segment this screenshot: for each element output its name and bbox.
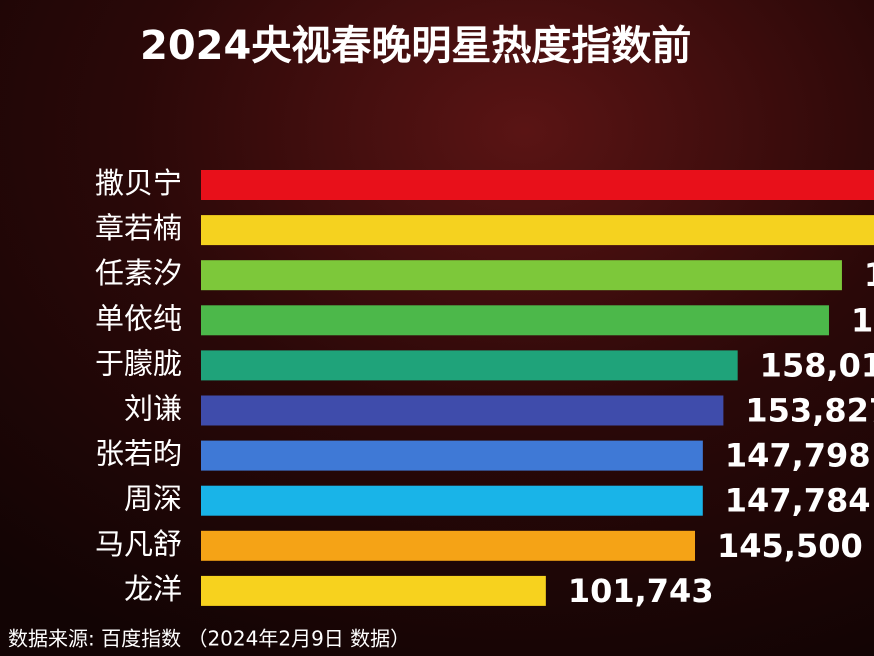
bar [201, 575, 546, 606]
bar [201, 215, 874, 246]
category-label: 撒贝宁 [95, 166, 182, 200]
bar [201, 530, 696, 561]
value-label: 147,784 [725, 482, 871, 520]
category-label: 龙洋 [124, 572, 182, 606]
bar [201, 395, 724, 426]
bar [201, 440, 703, 471]
value-label: 147,798 [725, 437, 871, 475]
bar [201, 485, 703, 516]
source-note: 数据来源: 百度指数 （2024年2月9日 数据） [8, 627, 410, 651]
value-label: 188,600 [864, 256, 874, 294]
value-label: 101,743 [568, 572, 714, 610]
value-label: 145,500 [717, 527, 863, 565]
chart-title: 2024央视春晚明星热度指数前 [140, 23, 691, 69]
bar [201, 170, 874, 200]
value-label: 153,827 [745, 392, 874, 430]
bar [201, 305, 829, 336]
bar [201, 260, 842, 291]
category-label: 章若楠 [95, 211, 182, 245]
category-label: 于朦胧 [95, 346, 182, 380]
category-label: 任素汐 [95, 256, 182, 290]
category-label: 单依纯 [95, 301, 182, 335]
category-label: 张若昀 [95, 437, 182, 471]
category-label: 马凡舒 [95, 527, 182, 561]
category-label: 刘谦 [124, 392, 182, 426]
bar [201, 350, 738, 381]
value-label: 158,016 [760, 346, 874, 384]
category-label: 周深 [124, 482, 182, 516]
value-label: 184,800 [851, 301, 874, 339]
